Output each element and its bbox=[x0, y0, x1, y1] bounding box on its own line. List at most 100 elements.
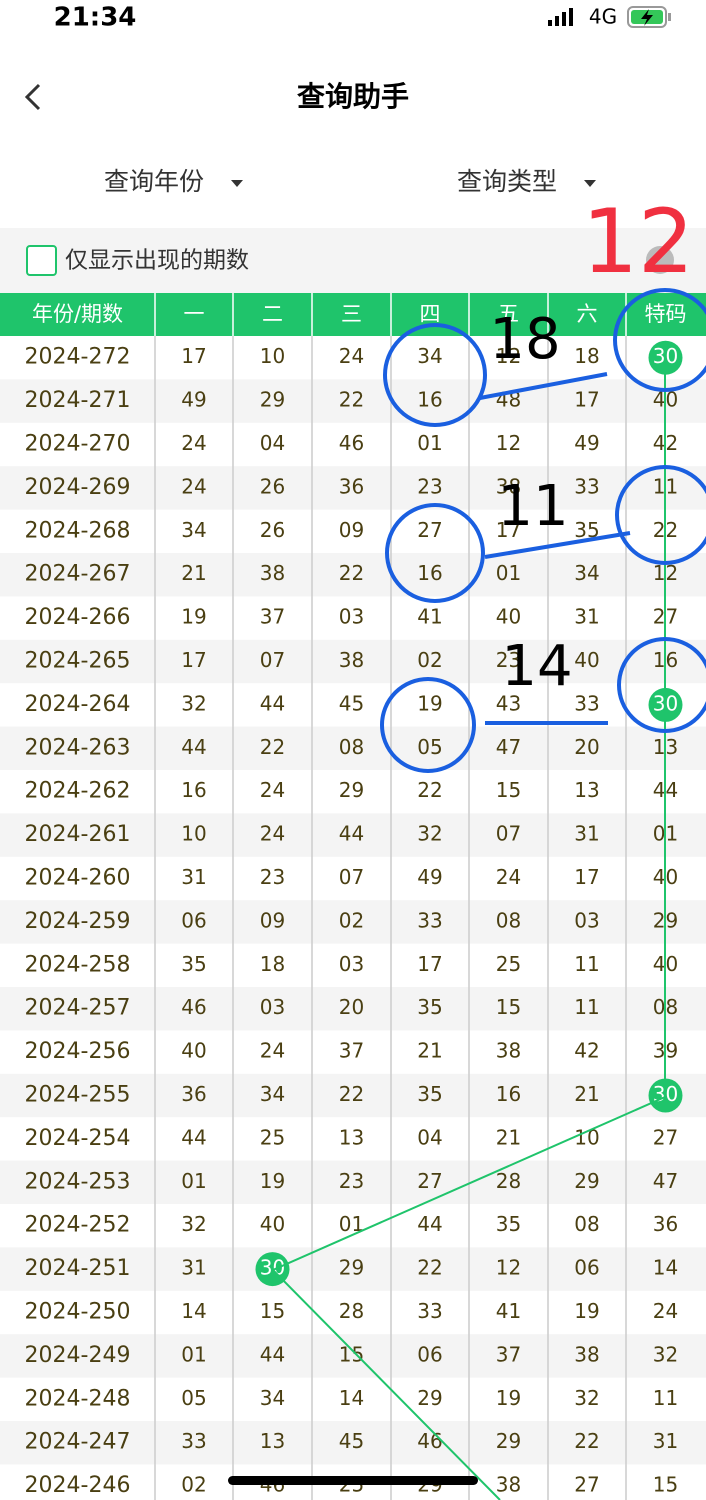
number-cell: 18 bbox=[574, 344, 599, 368]
number-cell: 36 bbox=[181, 1082, 206, 1106]
number-cell: 22 bbox=[339, 1082, 364, 1106]
number-cell: 05 bbox=[181, 1386, 206, 1410]
number-cell: 02 bbox=[417, 648, 442, 672]
number-cell: 17 bbox=[181, 344, 206, 368]
number-cell: 22 bbox=[417, 1256, 442, 1280]
number-cell: 29 bbox=[260, 388, 285, 412]
number-cell: 24 bbox=[260, 1039, 285, 1063]
row-bg bbox=[0, 1073, 706, 1118]
number-cell: 22 bbox=[574, 1429, 599, 1453]
column-header: 四 bbox=[420, 302, 441, 326]
dropdown-arrow[interactable] bbox=[584, 180, 596, 187]
signal bbox=[548, 8, 573, 26]
number-cell: 03 bbox=[260, 995, 285, 1019]
row-bg bbox=[0, 1247, 706, 1291]
period-cell: 2024-268 bbox=[25, 518, 131, 543]
number-cell: 49 bbox=[574, 431, 599, 455]
number-cell: 29 bbox=[339, 778, 364, 802]
row-bg bbox=[0, 1334, 706, 1378]
trend-line bbox=[271, 358, 666, 1500]
checkbox-label[interactable]: 仅显示出现的期数 bbox=[65, 248, 249, 274]
number-cell: 34 bbox=[260, 1082, 285, 1106]
year-filter[interactable]: 查询年份 bbox=[104, 167, 204, 196]
number-cell: 44 bbox=[339, 822, 364, 846]
number-cell: 49 bbox=[181, 388, 206, 412]
battery bbox=[627, 6, 671, 28]
number-cell: 06 bbox=[574, 1256, 599, 1280]
checkbox[interactable] bbox=[26, 245, 57, 276]
number-cell: 21 bbox=[417, 1039, 442, 1063]
annotation-circle bbox=[380, 677, 476, 773]
number-cell: 16 bbox=[417, 388, 442, 412]
number-cell: 19 bbox=[260, 1169, 285, 1193]
number-cell: 46 bbox=[417, 1429, 442, 1453]
number-cell: 38 bbox=[260, 561, 285, 585]
number-cell: 22 bbox=[260, 735, 285, 759]
number-cell: 24 bbox=[260, 822, 285, 846]
number-cell: 01 bbox=[181, 1169, 206, 1193]
number-cell: 42 bbox=[574, 1039, 599, 1063]
option-bar bbox=[0, 228, 706, 293]
number-cell: 38 bbox=[496, 474, 521, 498]
number-cell: 46 bbox=[339, 431, 364, 455]
number-cell: 24 bbox=[496, 865, 521, 889]
number-cell: 22 bbox=[339, 388, 364, 412]
period-cell: 2024-265 bbox=[25, 649, 131, 674]
number-cell: 33 bbox=[181, 1429, 206, 1453]
dropdown-arrow[interactable] bbox=[231, 180, 243, 187]
help-icon[interactable] bbox=[646, 246, 674, 274]
number-cell: 44 bbox=[181, 735, 206, 759]
period-cell: 2024-247 bbox=[25, 1430, 131, 1455]
period-cell: 2024-249 bbox=[25, 1343, 131, 1368]
period-cell: 2024-269 bbox=[25, 475, 131, 500]
number-cell: 35 bbox=[417, 1082, 442, 1106]
number-cell: 25 bbox=[496, 952, 521, 976]
annotation-circle bbox=[615, 465, 706, 565]
period-cell: 2024-253 bbox=[25, 1169, 131, 1194]
number-cell: 34 bbox=[574, 561, 599, 585]
back-button[interactable] bbox=[24, 83, 41, 111]
number-cell: 44 bbox=[260, 1342, 285, 1366]
number-cell: 08 bbox=[339, 735, 364, 759]
number-cell: 14 bbox=[181, 1299, 206, 1323]
annotation-circle bbox=[617, 637, 706, 733]
row-bg bbox=[0, 379, 706, 423]
period-cell: 2024-246 bbox=[25, 1473, 131, 1498]
number-cell: 30 bbox=[260, 1256, 285, 1280]
home-indicator bbox=[228, 1476, 478, 1485]
type-filter[interactable]: 查询类型 bbox=[457, 167, 557, 196]
number-cell: 17 bbox=[181, 648, 206, 672]
annotation-number: 14 bbox=[501, 634, 572, 699]
annotation-number: 18 bbox=[489, 307, 560, 372]
number-cell: 35 bbox=[417, 995, 442, 1019]
number-cell: 41 bbox=[417, 605, 442, 629]
number-cell: 01 bbox=[181, 1342, 206, 1366]
period-cell: 2024-264 bbox=[25, 692, 131, 717]
number-cell: 35 bbox=[496, 1212, 521, 1236]
column-header: 二 bbox=[262, 302, 283, 326]
number-cell: 32 bbox=[181, 691, 206, 715]
number-cell: 27 bbox=[417, 518, 442, 542]
period-cell: 2024-259 bbox=[25, 909, 131, 934]
number-cell: 07 bbox=[339, 865, 364, 889]
row-bg bbox=[0, 987, 706, 1031]
number-cell: 23 bbox=[496, 648, 521, 672]
period-cell: 2024-267 bbox=[25, 562, 131, 587]
annotation-circle bbox=[613, 288, 706, 392]
number-cell: 08 bbox=[496, 908, 521, 932]
number-cell: 37 bbox=[260, 605, 285, 629]
number-cell: 17 bbox=[417, 952, 442, 976]
number-cell: 22 bbox=[339, 561, 364, 585]
time: 21:34 bbox=[54, 3, 137, 33]
number-cell: 17 bbox=[496, 518, 521, 542]
number-cell: 13 bbox=[339, 1125, 364, 1149]
number-cell: 17 bbox=[574, 388, 599, 412]
row-bg bbox=[0, 639, 706, 684]
annotation-circle bbox=[385, 503, 485, 603]
number-cell: 29 bbox=[417, 1386, 442, 1410]
number-cell: 31 bbox=[653, 1429, 678, 1453]
period-cell: 2024-271 bbox=[25, 388, 131, 413]
column-header: 六 bbox=[577, 302, 598, 326]
